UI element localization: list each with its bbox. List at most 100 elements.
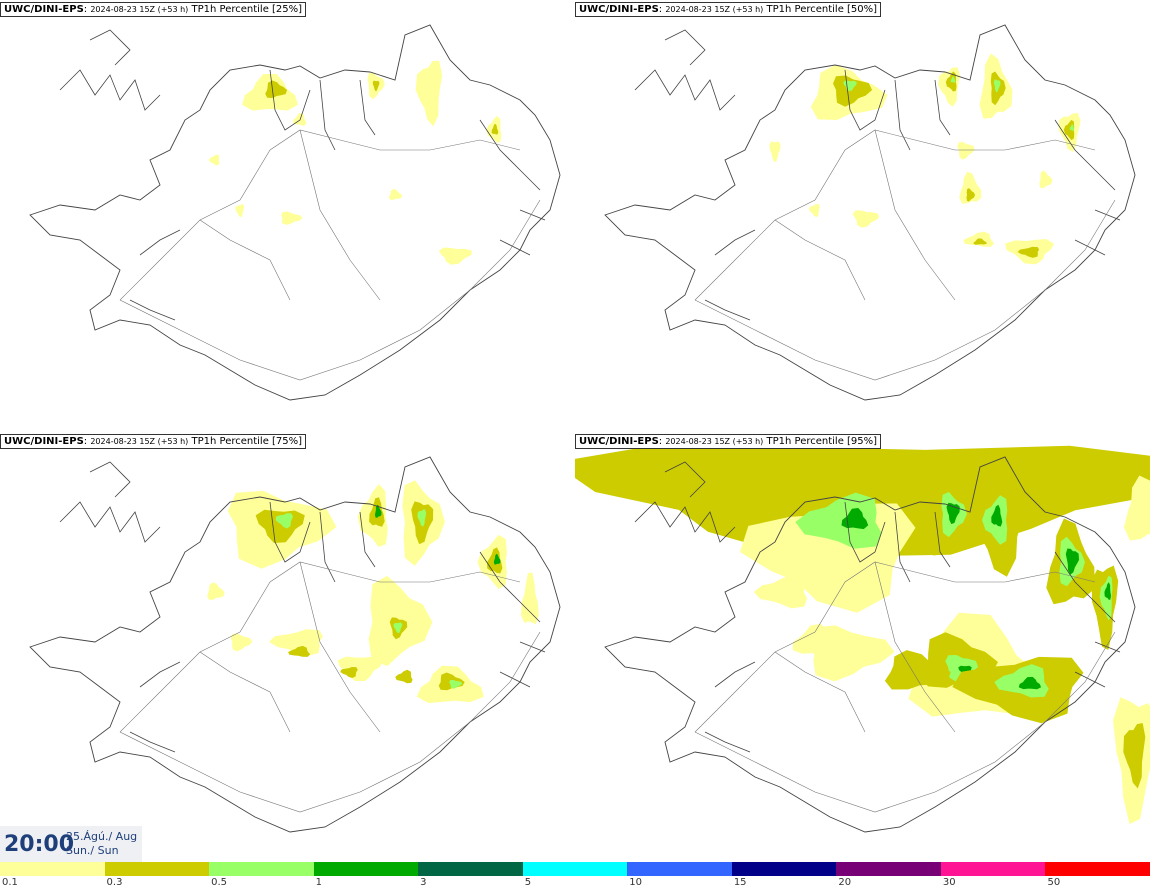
precip-contour bbox=[808, 204, 820, 218]
fjord-line bbox=[1094, 209, 1121, 221]
road-line bbox=[199, 651, 291, 733]
road-line bbox=[199, 219, 291, 301]
fjord-line bbox=[1094, 641, 1121, 653]
road-line bbox=[774, 219, 866, 301]
panel-title: UWC/DINI-EPS: 2024-08-23 15Z (+53 h) TP1… bbox=[0, 2, 307, 17]
colorbar-tick-label: 3 bbox=[420, 877, 427, 888]
colorbar-swatch bbox=[418, 862, 523, 876]
fjord-line bbox=[894, 511, 911, 583]
coastline bbox=[29, 456, 561, 833]
fjord-line bbox=[844, 69, 886, 131]
precip-contour bbox=[792, 623, 837, 656]
map-panel-75: UWC/DINI-EPS: 2024-08-23 15Z (+53 h) TP1… bbox=[0, 432, 575, 864]
colorbar-tick-label: 30 bbox=[942, 877, 956, 888]
precip-contour bbox=[994, 664, 1049, 698]
map-panel-25: UWC/DINI-EPS: 2024-08-23 15Z (+53 h) TP1… bbox=[0, 0, 575, 432]
colorbar-tick-label: 5 bbox=[524, 877, 532, 888]
fjord-line bbox=[844, 501, 886, 563]
precip-contour bbox=[1065, 548, 1079, 575]
colorbar-tick-label: 50 bbox=[1047, 877, 1061, 888]
precip-contour bbox=[230, 633, 253, 652]
road-line bbox=[119, 129, 521, 301]
valid-time: 20:00 bbox=[4, 832, 75, 857]
fjord-line bbox=[479, 119, 541, 191]
precip-contour bbox=[415, 60, 443, 127]
map-panel-50: UWC/DINI-EPS: 2024-08-23 15Z (+53 h) TP1… bbox=[575, 0, 1150, 432]
fjord-line bbox=[704, 299, 751, 321]
map-panel-95: UWC/DINI-EPS: 2024-08-23 15Z (+53 h) TP1… bbox=[575, 432, 1150, 864]
iceland-map bbox=[29, 24, 561, 401]
precip-contour bbox=[340, 667, 358, 678]
precip-contour bbox=[950, 76, 956, 83]
fjord-line bbox=[59, 69, 161, 111]
road-line bbox=[694, 129, 1096, 301]
precip-contour bbox=[372, 80, 380, 91]
fjord-line bbox=[664, 461, 706, 498]
precip-contour bbox=[957, 142, 975, 160]
fjord-line bbox=[704, 731, 751, 753]
fjord-line bbox=[1054, 551, 1116, 623]
precip-contour bbox=[966, 188, 975, 202]
colorbar-swatch bbox=[627, 862, 732, 876]
fjord-line bbox=[934, 79, 951, 136]
iceland-map bbox=[575, 443, 1150, 833]
fjord-line bbox=[319, 511, 336, 583]
colorbar-swatch bbox=[836, 862, 941, 876]
fjord-line bbox=[129, 731, 176, 753]
precip-contour bbox=[337, 656, 383, 681]
precip-contour bbox=[393, 622, 403, 633]
fjord-line bbox=[89, 461, 131, 498]
precip-contour bbox=[973, 238, 987, 245]
precip-contour bbox=[207, 582, 225, 600]
fjord-line bbox=[499, 239, 531, 256]
fjord-line bbox=[479, 551, 541, 623]
road-line bbox=[299, 129, 381, 301]
valid-time-box: 20:00 25.Ágú./ Aug Sun./ Sun bbox=[0, 826, 142, 862]
precip-contour bbox=[275, 513, 294, 529]
road-line bbox=[774, 651, 866, 733]
precip-contour bbox=[1069, 124, 1075, 131]
fjord-line bbox=[714, 661, 756, 688]
precip-contour bbox=[374, 504, 382, 518]
iceland-map bbox=[29, 456, 561, 833]
coastline bbox=[29, 24, 561, 401]
precip-contour bbox=[521, 572, 539, 625]
fjord-line bbox=[714, 229, 756, 256]
precip-contour bbox=[269, 629, 323, 657]
colorbar-swatch bbox=[522, 862, 628, 876]
fjord-line bbox=[934, 511, 951, 568]
precip-contour bbox=[959, 171, 982, 204]
panel-title: UWC/DINI-EPS: 2024-08-23 15Z (+53 h) TP1… bbox=[0, 434, 307, 449]
precip-contour bbox=[884, 650, 951, 690]
road-line bbox=[874, 561, 956, 733]
valid-date: 25.Ágú./ Aug Sun./ Sun bbox=[66, 830, 138, 857]
fjord-line bbox=[359, 79, 376, 136]
fjord-line bbox=[519, 209, 546, 221]
precip-contour bbox=[493, 553, 501, 565]
precip-contour bbox=[1018, 676, 1042, 690]
precip-contour bbox=[1123, 475, 1150, 541]
fjord-line bbox=[519, 641, 546, 653]
colorbar-tick-label: 0.5 bbox=[211, 877, 227, 888]
road-line bbox=[299, 561, 381, 733]
precip-contour bbox=[753, 574, 808, 609]
colorbar-tick-label: 15 bbox=[733, 877, 747, 888]
precip-contour bbox=[438, 247, 472, 265]
precip-contour bbox=[1017, 246, 1040, 258]
panel-title: UWC/DINI-EPS: 2024-08-23 15Z (+53 h) TP1… bbox=[575, 2, 882, 17]
colorbar-swatch bbox=[104, 862, 210, 876]
precip-contour bbox=[265, 80, 288, 98]
colorbar-tick-label: 20 bbox=[838, 877, 852, 888]
fjord-line bbox=[1074, 239, 1106, 256]
coastline bbox=[604, 456, 1136, 833]
road-line bbox=[119, 561, 521, 733]
colorbar-swatch bbox=[0, 862, 105, 876]
precip-contour bbox=[852, 210, 879, 228]
road-line bbox=[119, 199, 541, 381]
colorbar-tick-label: 0.3 bbox=[106, 877, 123, 888]
precip-contour bbox=[281, 211, 303, 225]
road-line bbox=[874, 129, 956, 301]
panel-title: UWC/DINI-EPS: 2024-08-23 15Z (+53 h) TP1… bbox=[575, 434, 882, 449]
precip-contour bbox=[388, 188, 402, 200]
colorbar-tick-label: 1 bbox=[315, 877, 322, 888]
